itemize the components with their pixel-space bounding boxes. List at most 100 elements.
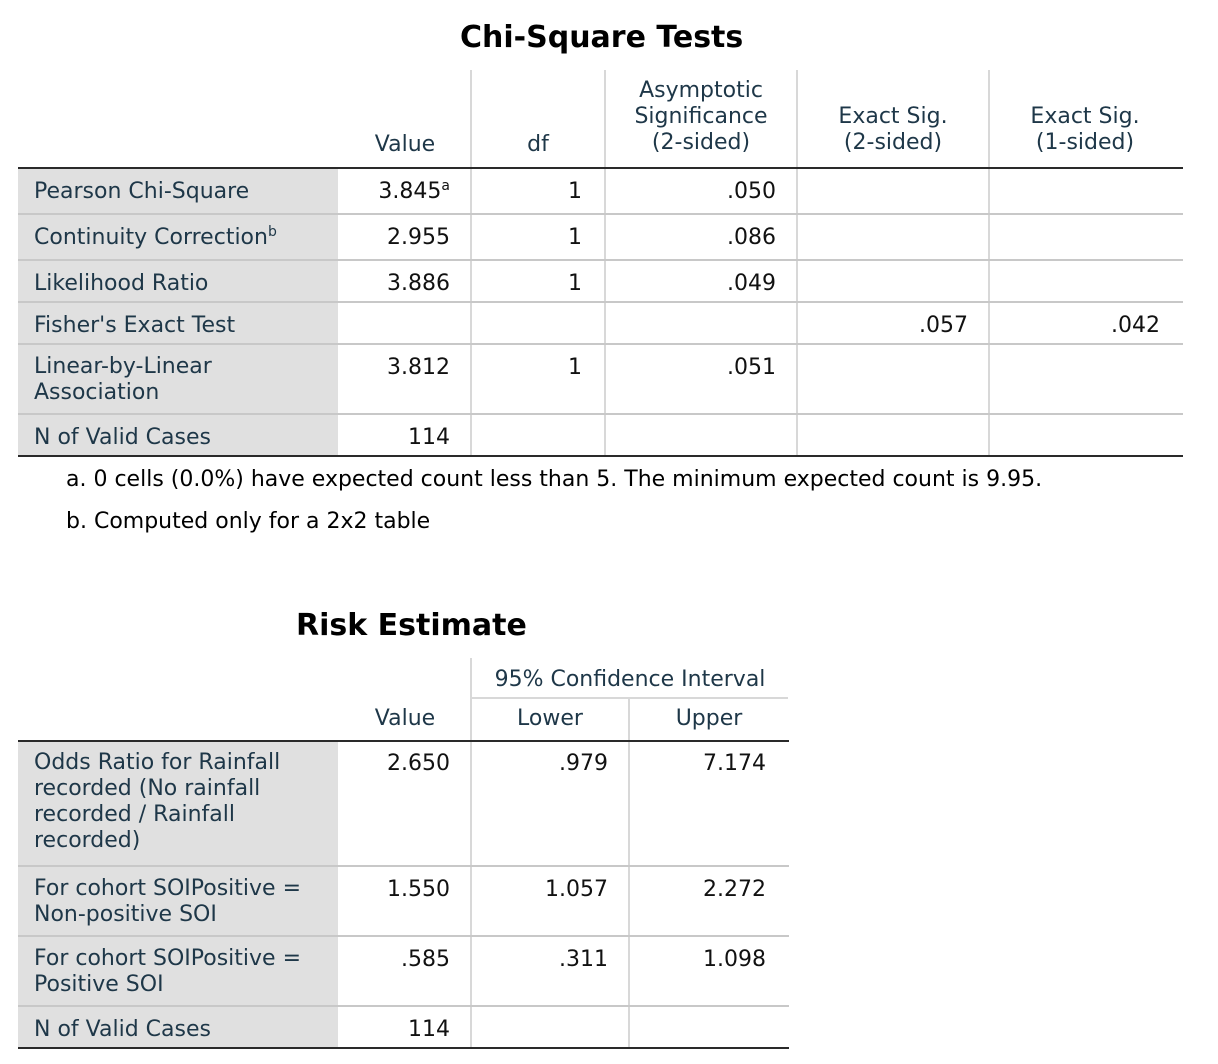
chi-cell-value: 114 [408, 425, 450, 450]
risk-cell-value: 1.550 [387, 877, 450, 902]
risk-cell-upper: 1.098 [703, 947, 766, 972]
chi-cell-asym: .049 [727, 271, 776, 296]
chi-cell-df: 1 [568, 271, 582, 296]
footnote-marker-a: a [441, 178, 450, 194]
chi-cell-value: 3.845a [340, 178, 450, 205]
chi-label-column-shade [18, 169, 338, 455]
chi-header-asym-line2: Significance [634, 104, 768, 129]
chi-row-label: Likelihood Ratio [34, 271, 209, 296]
risk-cell-value: 2.650 [387, 751, 450, 776]
chi-cell-value: 3.812 [387, 355, 450, 380]
chi-cell-df: 1 [568, 355, 582, 380]
risk-row-label-line2: Positive SOI [34, 972, 164, 997]
chi-header-value: Value [340, 132, 470, 158]
chi-vline-header-1 [470, 70, 472, 168]
risk-row-label: N of Valid Cases [34, 1017, 211, 1042]
risk-bottom-rule [18, 1047, 789, 1049]
risk-label-column-shade [18, 742, 338, 1048]
chi-row-rule-5 [18, 413, 1183, 415]
risk-cell-upper: 2.272 [703, 877, 766, 902]
chi-vline-body-4 [988, 169, 990, 455]
chi-row-label: N of Valid Cases [34, 425, 211, 450]
chi-footnote-a: a. 0 cells (0.0%) have expected count le… [66, 467, 1043, 492]
chi-header-exact2: Exact Sig. (2-sided) [798, 104, 988, 156]
risk-vline-body-2 [628, 742, 630, 1048]
chi-cell-exact1: .042 [1111, 313, 1160, 338]
chi-cell-asym: .086 [727, 225, 776, 250]
chi-header-exact2-line1: Exact Sig. [838, 104, 948, 129]
risk-header-lower: Lower [472, 706, 628, 732]
chi-row-rule-2 [18, 259, 1183, 261]
risk-cell-lower: .311 [559, 947, 608, 972]
risk-estimate-title: Risk Estimate [296, 608, 527, 643]
chi-footnote-b: b. Computed only for a 2x2 table [66, 509, 431, 534]
chi-cell-exact2: .057 [919, 313, 968, 338]
chi-header-exact1: Exact Sig. (1-sided) [990, 104, 1180, 156]
risk-vline-body-1 [470, 742, 472, 1048]
chi-row-label: Linear-by-Linear Association [34, 354, 212, 406]
chi-vline-header-4 [988, 70, 990, 168]
chi-header-exact1-line1: Exact Sig. [1030, 104, 1140, 129]
risk-row-label-line2: recorded (No rainfall [34, 776, 261, 801]
chi-header-df-text: df [527, 132, 549, 157]
chi-row-label: Pearson Chi-Square [34, 179, 250, 204]
chi-vline-body-3 [796, 169, 798, 455]
risk-row-label: For cohort SOIPositive = Positive SOI [34, 946, 301, 998]
chi-row-label: Continuity Correctionb [34, 224, 277, 251]
chi-cell-asym: .050 [727, 179, 776, 204]
risk-cell-value: .585 [401, 947, 450, 972]
chi-header-value-text: Value [374, 132, 436, 157]
chi-vline-header-2 [604, 70, 606, 168]
risk-row-rule-2 [18, 935, 789, 937]
chi-cell-value-text: 3.845 [378, 179, 442, 204]
chi-cell-value: 3.886 [387, 271, 450, 296]
chi-vline-body-1 [470, 169, 472, 455]
risk-row-rule-3 [18, 1005, 789, 1007]
chi-square-title: Chi-Square Tests [460, 20, 744, 55]
chi-vline-body-2 [604, 169, 606, 455]
risk-header-upper-text: Upper [675, 706, 743, 731]
risk-ci-rule [472, 697, 788, 699]
risk-row-label-line1: For cohort SOIPositive = [34, 876, 301, 901]
risk-row-label: For cohort SOIPositive = Non-positive SO… [34, 876, 301, 928]
risk-cell-lower: .979 [559, 751, 608, 776]
chi-header-exact2-line2: (2-sided) [843, 130, 943, 155]
risk-row-label-line3: recorded / Rainfall [34, 802, 235, 827]
chi-header-exact1-line2: (1-sided) [1035, 130, 1135, 155]
chi-header-asym-line1: Asymptotic [639, 78, 763, 103]
chi-header-rule [18, 167, 1183, 169]
chi-row-label-line2: Association [34, 380, 160, 405]
risk-header-upper: Upper [630, 706, 788, 732]
chi-cell-value: 2.955 [387, 225, 450, 250]
chi-row-label-line1: Linear-by-Linear [34, 354, 212, 379]
risk-cell-value: 114 [408, 1017, 450, 1042]
risk-header-value: Value [340, 706, 470, 732]
footnote-marker-b: b [267, 224, 277, 240]
risk-row-label: Odds Ratio for Rainfall recorded (No rai… [34, 750, 280, 854]
risk-vline-header-1 [470, 658, 472, 740]
risk-row-label-line1: Odds Ratio for Rainfall [34, 750, 281, 775]
risk-header-rule [18, 740, 789, 742]
chi-cell-df: 1 [568, 225, 582, 250]
risk-row-label-line2: Non-positive SOI [34, 902, 217, 927]
risk-row-label-line4: recorded) [34, 828, 141, 853]
chi-row-rule-4 [18, 343, 1183, 345]
chi-bottom-rule [18, 455, 1183, 457]
chi-row-rule-3 [18, 301, 1183, 303]
risk-header-lower-text: Lower [517, 706, 583, 731]
risk-row-rule-1 [18, 865, 789, 867]
chi-header-asym-line3: (2-sided) [651, 130, 751, 155]
risk-cell-lower: 1.057 [545, 877, 608, 902]
chi-vline-header-3 [796, 70, 798, 168]
risk-vline-header-2 [628, 698, 630, 740]
chi-row-label: Fisher's Exact Test [34, 313, 236, 338]
risk-cell-upper: 7.174 [703, 751, 766, 776]
risk-header-ci: 95% Confidence Interval [494, 667, 766, 692]
risk-row-label-line1: For cohort SOIPositive = [34, 946, 301, 971]
chi-header-asym: Asymptotic Significance (2-sided) [606, 78, 796, 156]
chi-row-rule-1 [18, 213, 1183, 215]
chi-header-df: df [472, 132, 604, 158]
risk-header-value-text: Value [374, 706, 436, 731]
chi-cell-asym: .051 [727, 355, 776, 380]
chi-cell-df: 1 [568, 179, 582, 204]
